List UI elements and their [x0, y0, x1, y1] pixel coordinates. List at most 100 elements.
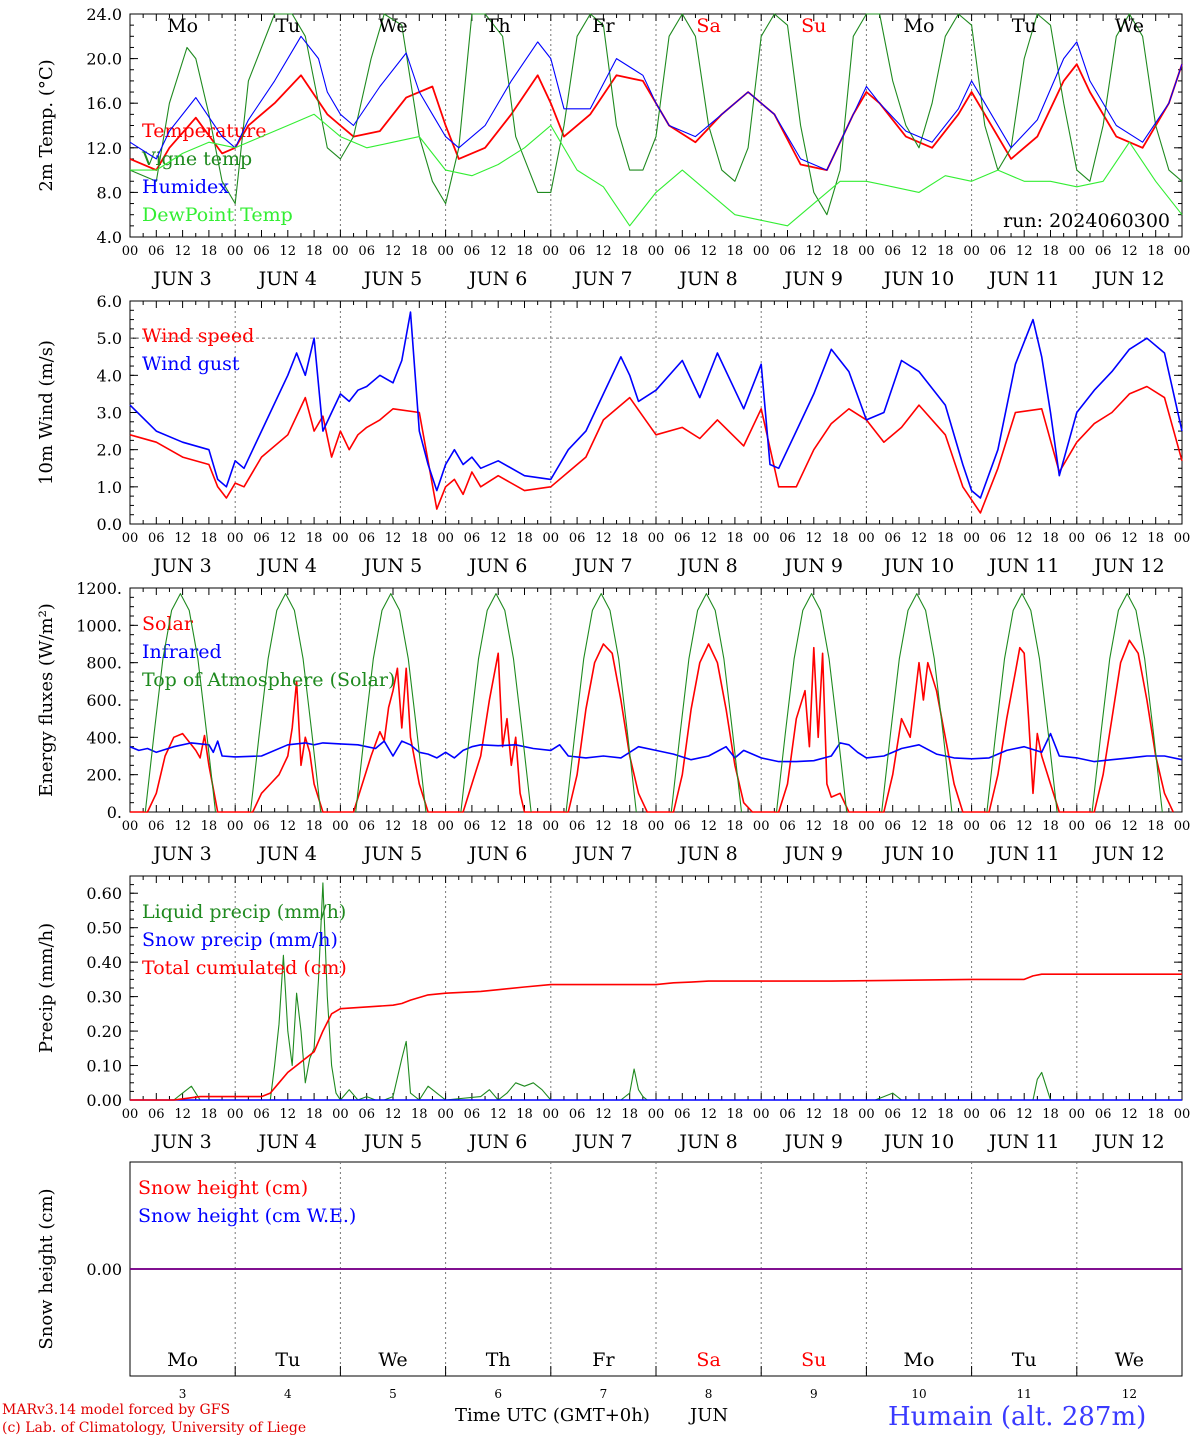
wind-hour-label: 00: [437, 531, 454, 546]
weekday-label: Fr: [592, 15, 615, 37]
temp-hour-label: 00: [753, 244, 770, 259]
precip-y-tick-label: 0.10: [86, 1057, 122, 1076]
energy-y-tick-label: 600.: [86, 691, 122, 710]
wind-hour-label: 18: [621, 531, 638, 546]
temp-hour-label: 06: [464, 244, 481, 259]
energy-hour-label: 00: [858, 819, 875, 834]
energy-hour-label: 06: [779, 819, 796, 834]
precip-y-tick-label: 0.20: [86, 1022, 122, 1041]
wind-hour-label: 06: [779, 531, 796, 546]
wind-date-label: JUN 11: [987, 555, 1059, 577]
temp-y-tick-label: 8.0: [97, 183, 122, 202]
temp-legend-entry: Humidex: [142, 176, 229, 198]
wind-hour-label: 06: [884, 531, 901, 546]
wind-hour-label: 18: [201, 531, 218, 546]
precip-hour-label: 06: [779, 1107, 796, 1122]
temp-legend-entry: Temperature: [142, 120, 266, 142]
weekday-label: Mo: [167, 15, 198, 37]
weekday-label: Tu: [1012, 15, 1037, 37]
temp-hour-label: 18: [201, 244, 218, 259]
energy-hour-label: 00: [437, 819, 454, 834]
precip-hour-label: 00: [543, 1107, 560, 1122]
precip-hour-label: 00: [1174, 1107, 1191, 1122]
energy-legend-entry: Top of Atmosphere (Solar): [142, 669, 395, 691]
energy-date-label: JUN 5: [362, 843, 422, 865]
temp-y-tick-label: 12.0: [86, 139, 122, 158]
precip-date-label: JUN 4: [257, 1131, 317, 1153]
precip-hour-label: 00: [858, 1107, 875, 1122]
energy-legend-entry: Solar: [142, 613, 194, 635]
temp-legend-entry: DewPoint Temp: [142, 204, 293, 226]
temp-hour-label: 12: [1121, 244, 1138, 259]
wind-hour-label: 18: [832, 531, 849, 546]
temp-hour-label: 00: [1069, 244, 1086, 259]
wind-hour-label: 00: [858, 531, 875, 546]
wind-y-tick-label: 3.0: [97, 404, 122, 423]
energy-hour-label: 18: [201, 819, 218, 834]
wind-hour-label: 06: [1095, 531, 1112, 546]
energy-series-top-of-atmosphere-solar-: [670, 593, 743, 813]
precip-hour-label: 06: [569, 1107, 586, 1122]
energy-hour-label: 12: [385, 819, 402, 834]
precip-hour-label: 06: [674, 1107, 691, 1122]
wind-hour-label: 12: [806, 531, 823, 546]
precip-hour-label: 18: [621, 1107, 638, 1122]
energy-y-tick-label: 0.: [107, 803, 122, 822]
wind-hour-label: 00: [122, 531, 139, 546]
wind-hour-label: 12: [490, 531, 507, 546]
precip-date-label: JUN 10: [882, 1131, 954, 1153]
precip-y-tick-label: 0.50: [86, 919, 122, 938]
bottom-day-number: 5: [389, 1387, 397, 1401]
precip-hour-label: 00: [648, 1107, 665, 1122]
energy-hour-label: 00: [1069, 819, 1086, 834]
wind-hour-label: 12: [700, 531, 717, 546]
run-label: run: 2024060300: [1003, 210, 1170, 232]
precip-hour-label: 18: [516, 1107, 533, 1122]
energy-date-label: JUN 7: [572, 843, 632, 865]
wind-hour-label: 06: [674, 531, 691, 546]
energy-y-tick-label: 200.: [86, 766, 122, 785]
temp-hour-label: 00: [648, 244, 665, 259]
weekday-label: Sa: [696, 1349, 720, 1371]
precip-hour-label: 12: [1121, 1107, 1138, 1122]
precip-date-label: JUN 11: [987, 1131, 1059, 1153]
temp-hour-label: 06: [148, 244, 165, 259]
precip-y-tick-label: 0.30: [86, 988, 122, 1007]
energy-hour-label: 00: [963, 819, 980, 834]
energy-series-top-of-atmosphere-solar-: [355, 593, 427, 813]
temp-hour-label: 00: [332, 244, 349, 259]
energy-hour-label: 12: [911, 819, 928, 834]
bottom-day-number: 7: [600, 1387, 608, 1401]
credit-line-1: MARv3.14 model forced by GFS: [2, 1402, 231, 1418]
precip-hour-label: 00: [963, 1107, 980, 1122]
wind-y-tick-label: 4.0: [97, 366, 122, 385]
temp-hour-label: 12: [700, 244, 717, 259]
energy-legend-entry: Infrared: [142, 641, 222, 663]
temp-hour-label: 12: [490, 244, 507, 259]
temp-hour-label: 18: [1147, 244, 1164, 259]
precip-hour-label: 18: [727, 1107, 744, 1122]
precip-hour-label: 00: [437, 1107, 454, 1122]
energy-hour-label: 12: [595, 819, 612, 834]
temp-date-label: JUN 5: [362, 268, 422, 290]
energy-hour-label: 12: [1121, 819, 1138, 834]
wind-hour-label: 12: [595, 531, 612, 546]
precip-hour-label: 00: [122, 1107, 139, 1122]
temp-date-label: JUN 12: [1092, 268, 1164, 290]
energy-date-label: JUN 8: [677, 843, 737, 865]
temp-legend-entry: Vigne temp: [141, 148, 252, 170]
energy-hour-label: 18: [937, 819, 954, 834]
bottom-day-number: 6: [494, 1387, 502, 1401]
temp-series-vigne-temp: [129, 13, 1183, 216]
precip-y-tick-label: 0.40: [86, 953, 122, 972]
precip-hour-label: 06: [253, 1107, 270, 1122]
energy-hour-label: 06: [253, 819, 270, 834]
energy-hour-label: 18: [411, 819, 428, 834]
energy-hour-label: 18: [727, 819, 744, 834]
precip-hour-label: 12: [700, 1107, 717, 1122]
temp-hour-label: 12: [174, 244, 191, 259]
temp-hour-label: 18: [832, 244, 849, 259]
temp-y-axis-title: 2m Temp. (°C): [36, 59, 57, 191]
temp-date-label: JUN 11: [987, 268, 1059, 290]
